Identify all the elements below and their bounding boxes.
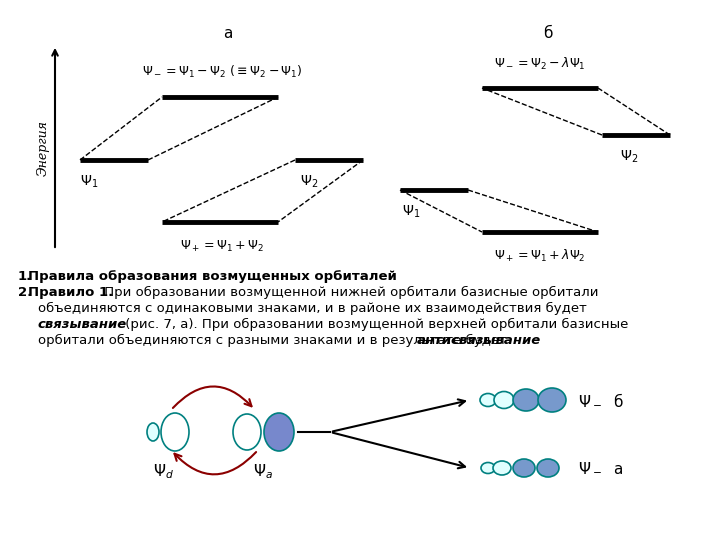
- Text: связывание: связывание: [38, 318, 127, 331]
- FancyArrowPatch shape: [174, 452, 256, 474]
- Ellipse shape: [538, 388, 566, 412]
- Text: $\Psi_-$  а: $\Psi_-$ а: [578, 461, 624, 476]
- Text: б: б: [544, 25, 553, 40]
- Text: $\Psi_+ = \Psi_1 + \lambda\Psi_2$: $\Psi_+ = \Psi_1 + \lambda\Psi_2$: [494, 248, 586, 264]
- Text: $\Psi_1$: $\Psi_1$: [402, 204, 420, 220]
- Ellipse shape: [264, 413, 294, 451]
- Text: $\Psi_- = \Psi_2 - \lambda\Psi_1$: $\Psi_- = \Psi_2 - \lambda\Psi_1$: [494, 56, 586, 72]
- FancyArrowPatch shape: [173, 387, 251, 408]
- Ellipse shape: [513, 459, 535, 477]
- Ellipse shape: [481, 462, 495, 474]
- Ellipse shape: [494, 392, 514, 408]
- Ellipse shape: [480, 394, 496, 407]
- Text: а: а: [223, 25, 233, 40]
- Text: Энергия: Энергия: [37, 120, 50, 176]
- Text: $\Psi_+ = \Psi_1 + \Psi_2$: $\Psi_+ = \Psi_1 + \Psi_2$: [180, 239, 264, 254]
- Text: $\Psi_1$: $\Psi_1$: [80, 174, 99, 191]
- Ellipse shape: [161, 413, 189, 451]
- Text: орбитали объединяются с разными знаками и в результате будет: орбитали объединяются с разными знаками …: [38, 334, 511, 347]
- Ellipse shape: [513, 389, 539, 411]
- Text: Правила образования возмущенных орбиталей: Правила образования возмущенных орбитале…: [28, 270, 397, 283]
- Ellipse shape: [147, 423, 159, 441]
- Text: $\Psi_d$: $\Psi_d$: [153, 462, 174, 481]
- Text: $\Psi_-$  б: $\Psi_-$ б: [578, 393, 624, 408]
- Text: объединяются с одинаковыми знаками, и в районе их взаимодействия будет: объединяются с одинаковыми знаками, и в …: [38, 302, 587, 315]
- Text: Правило 1.: Правило 1.: [28, 286, 113, 299]
- Text: При образовании возмущенной нижней орбитали базисные орбитали: При образовании возмущенной нижней орбит…: [100, 286, 598, 299]
- Text: $\Psi_2$: $\Psi_2$: [300, 174, 318, 191]
- Text: 1.: 1.: [18, 270, 32, 283]
- Ellipse shape: [233, 414, 261, 450]
- Text: антисвязывание: антисвязывание: [417, 334, 541, 347]
- Text: 2.: 2.: [18, 286, 32, 299]
- Text: (рис. 7, а). При образовании возмущенной верхней орбитали базисные: (рис. 7, а). При образовании возмущенной…: [121, 318, 629, 331]
- Text: $\Psi_2$: $\Psi_2$: [620, 149, 638, 165]
- Text: $\Psi_- = \Psi_1 - \Psi_2\ (\equiv\Psi_2 - \Psi_1)$: $\Psi_- = \Psi_1 - \Psi_2\ (\equiv\Psi_2…: [142, 64, 302, 80]
- Ellipse shape: [493, 461, 511, 475]
- Ellipse shape: [537, 459, 559, 477]
- Text: $\Psi_a$: $\Psi_a$: [253, 462, 273, 481]
